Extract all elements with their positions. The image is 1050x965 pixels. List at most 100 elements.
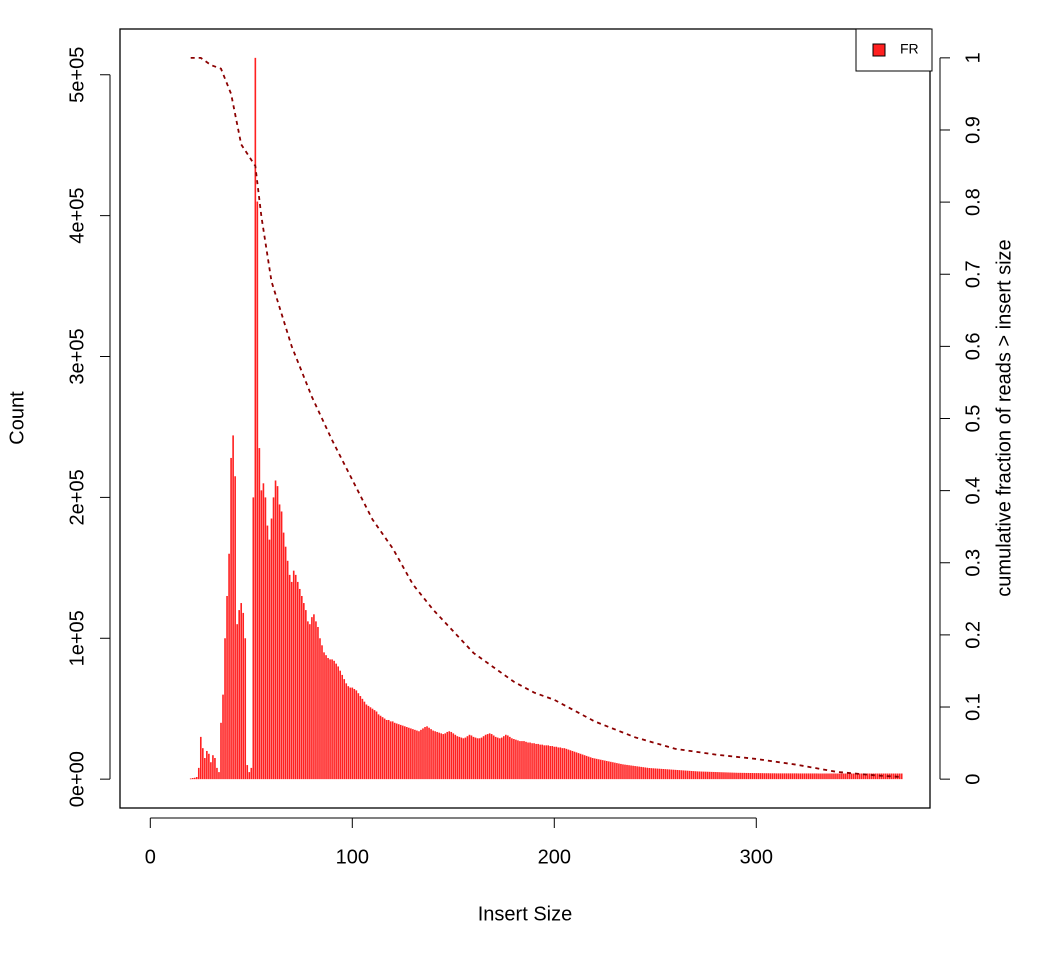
bar: [706, 771, 709, 780]
bar: [684, 770, 687, 780]
y-tick-label: 5e+05: [66, 47, 88, 103]
bar: [807, 773, 810, 780]
bar: [557, 747, 560, 780]
bar: [725, 772, 727, 780]
bar: [606, 760, 608, 780]
bar: [236, 624, 238, 780]
bar: [212, 755, 214, 780]
bar: [523, 741, 525, 780]
bar: [700, 771, 703, 780]
bar: [628, 765, 630, 780]
y-tick-label: 1e+05: [66, 610, 88, 666]
bar: [349, 687, 352, 780]
legend-box: [855, 28, 933, 72]
bar: [329, 659, 331, 780]
y-tick-label: 0e+00: [66, 751, 88, 807]
bar: [682, 770, 685, 780]
bar: [814, 773, 816, 780]
bar: [638, 766, 640, 780]
bar: [729, 772, 731, 780]
bar: [900, 773, 903, 780]
bar: [498, 738, 501, 780]
bar: [361, 698, 364, 780]
plot-frame: [119, 28, 931, 809]
bar: [375, 711, 378, 780]
bar: [309, 624, 311, 780]
bar: [618, 763, 620, 780]
bar: [892, 773, 895, 780]
bar: [563, 748, 566, 780]
bar: [755, 773, 758, 780]
bar: [595, 758, 598, 780]
bar: [898, 773, 901, 780]
bar: [401, 725, 404, 780]
bar: [858, 773, 861, 780]
bar: [872, 773, 875, 780]
bar: [290, 581, 293, 780]
bar: [632, 765, 634, 780]
bar: [759, 773, 762, 780]
y-axis-label: Count: [6, 391, 28, 445]
bar: [383, 718, 386, 780]
bar: [379, 715, 382, 780]
bar: [826, 773, 828, 780]
y2-tick-label: 0.8: [962, 188, 984, 216]
bar: [680, 770, 683, 780]
bar: [884, 773, 887, 780]
bar: [462, 738, 465, 780]
bar: [347, 686, 350, 780]
bar: [468, 734, 471, 780]
bar: [743, 772, 745, 780]
bar: [353, 688, 356, 780]
bar: [244, 638, 247, 780]
bar: [848, 773, 851, 780]
bar: [210, 762, 212, 780]
bar: [410, 728, 412, 780]
y2-tick-label: 1: [962, 52, 984, 63]
bar: [335, 663, 337, 780]
bar: [658, 768, 661, 780]
bar: [268, 539, 271, 780]
bar: [202, 748, 204, 780]
bar: [668, 769, 671, 780]
bar: [488, 733, 491, 780]
bar: [745, 772, 747, 780]
bar: [529, 742, 531, 780]
bar: [830, 773, 832, 780]
bar: [781, 773, 784, 780]
bar: [644, 767, 646, 780]
bar: [507, 735, 509, 780]
bar: [652, 768, 655, 780]
bar: [686, 770, 689, 780]
bar: [292, 570, 295, 780]
bar: [250, 767, 253, 780]
bar: [704, 771, 707, 780]
bar: [832, 773, 834, 780]
bar: [519, 741, 521, 780]
bar: [820, 773, 822, 780]
bar: [842, 773, 844, 780]
bar: [565, 748, 568, 780]
bar: [369, 707, 372, 780]
bar: [191, 778, 194, 780]
bar: [553, 746, 556, 780]
bar: [458, 736, 461, 780]
bar: [862, 773, 865, 780]
bar: [575, 752, 578, 780]
bar: [599, 759, 602, 780]
bar: [882, 773, 885, 780]
bar: [355, 690, 358, 780]
bar: [670, 769, 673, 780]
bar: [311, 617, 313, 780]
bar: [414, 729, 416, 780]
bar: [444, 733, 447, 780]
bar: [220, 722, 222, 780]
bar: [779, 773, 782, 780]
bar: [812, 773, 814, 780]
bar: [678, 770, 681, 780]
bar: [296, 581, 299, 780]
bar: [749, 773, 752, 780]
bar: [816, 773, 818, 780]
bar: [327, 657, 329, 780]
bar: [432, 730, 434, 780]
